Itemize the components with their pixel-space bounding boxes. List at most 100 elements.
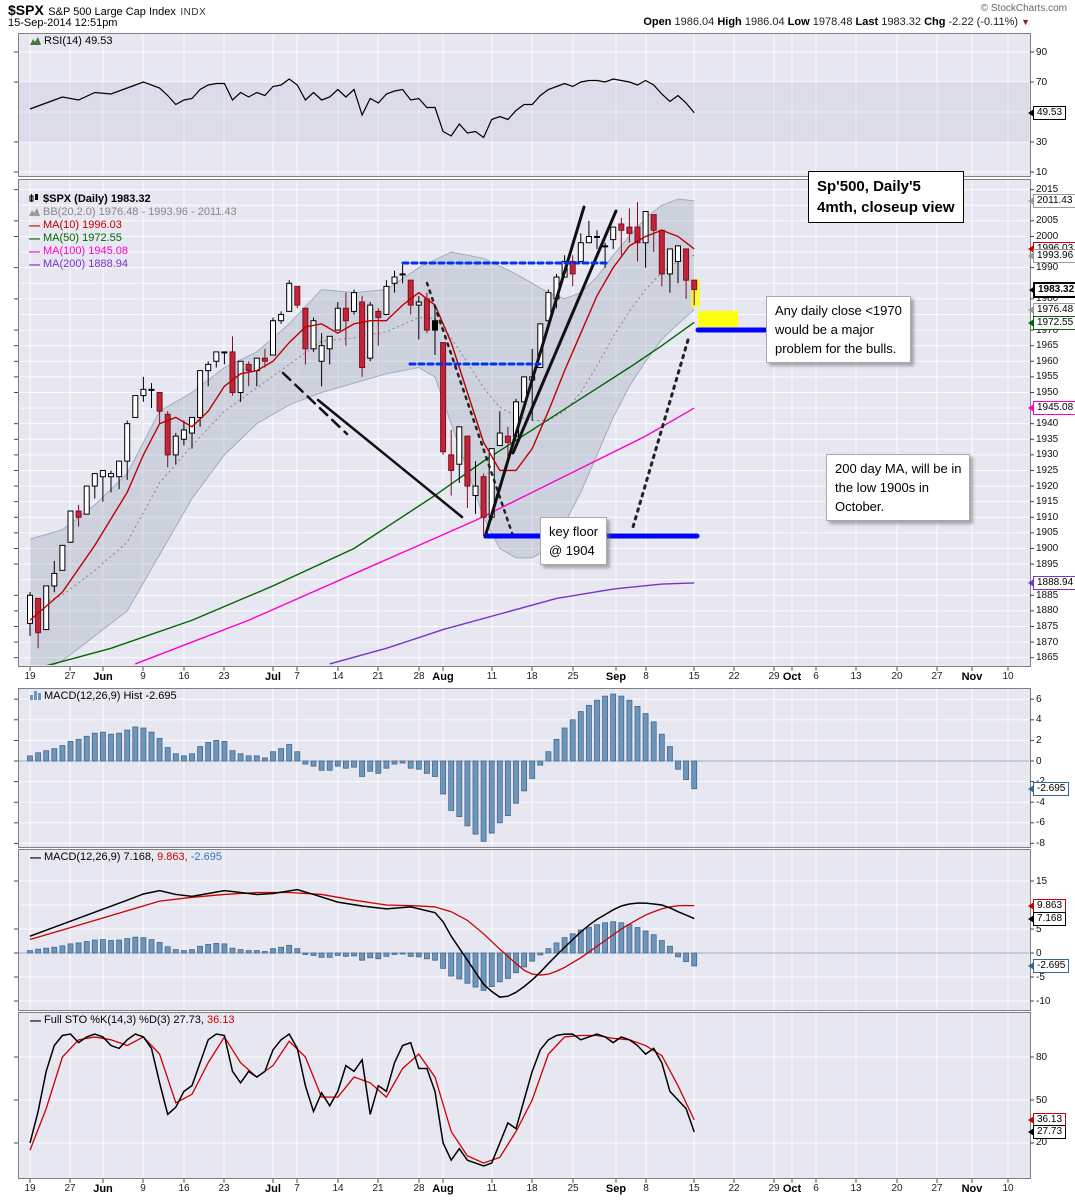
hist-bar [302, 760, 309, 765]
candle [221, 351, 228, 354]
hist-bar-small [391, 952, 398, 955]
hist-bar [683, 760, 689, 780]
hist-bar-small [610, 921, 617, 954]
hist-bar [245, 755, 252, 762]
symbol-name: S&P 500 Large Cap Index [48, 6, 176, 18]
hist-bar [253, 755, 260, 762]
hist-bar [553, 738, 560, 762]
hist-bar [351, 760, 357, 768]
hist-bar-small [423, 952, 430, 960]
candle [213, 351, 220, 362]
hist-bar [383, 760, 390, 769]
hist-bar-small [691, 952, 698, 967]
candle [351, 292, 357, 312]
hist-bar [440, 760, 447, 795]
hist-bar [691, 760, 698, 790]
hist-bar-small [100, 939, 106, 954]
candle [237, 360, 244, 393]
hist-bar [35, 752, 41, 762]
hist-bar-small [286, 944, 293, 954]
hist-bar-small [310, 952, 317, 956]
hist-bar-small [318, 952, 325, 958]
candle [108, 473, 114, 478]
candle [180, 429, 187, 440]
quote-label: Low [787, 16, 813, 28]
hist-bar [415, 760, 422, 770]
candle [67, 510, 74, 543]
hist-bar-small [294, 948, 301, 954]
candle [618, 223, 625, 231]
candle [496, 432, 503, 447]
hist-bar-small [642, 930, 649, 954]
candle [83, 485, 90, 515]
candle [148, 388, 155, 391]
hist-bar-small [221, 943, 228, 954]
hist-bar-small [375, 952, 382, 960]
hist-bar [221, 741, 228, 762]
hist-bar [334, 760, 341, 767]
candle [164, 413, 171, 456]
highlight-last-candle [691, 279, 700, 307]
x-axis-strip-top [0, 667, 1075, 687]
price-series [27, 198, 768, 665]
hist-bar [594, 699, 600, 762]
sto-panel [18, 1012, 1031, 1179]
candle [359, 301, 366, 369]
candle [91, 473, 98, 487]
hist-bar [529, 760, 536, 779]
candle [585, 235, 592, 244]
rsi-series [19, 78, 1029, 142]
hist-bar [172, 753, 179, 762]
hist-bar-small [537, 952, 544, 956]
hist-bar-small [545, 948, 552, 954]
dashed-resistance [281, 371, 349, 436]
quote-value: 1986.04 [674, 16, 718, 28]
macd-series [19, 888, 1029, 998]
candle [75, 510, 82, 518]
hist-bar [521, 760, 527, 792]
hist-bar [602, 695, 608, 762]
hist-bar [577, 711, 584, 762]
hist-bar-small [197, 945, 204, 954]
gridlines-macd [19, 850, 1029, 1009]
hist-bar-small [116, 939, 122, 954]
hist-bar-small [407, 952, 414, 957]
hist-bar-small [229, 947, 236, 954]
hist-bar [27, 755, 33, 762]
candle [399, 273, 406, 276]
candle [642, 211, 649, 244]
candle [464, 435, 471, 487]
hist-bar [148, 731, 155, 762]
hist-bar-small [334, 952, 341, 956]
candle [650, 214, 657, 231]
candle [666, 248, 673, 275]
candle [253, 357, 260, 372]
hist-bar [586, 704, 592, 762]
highlight-1970-zone [698, 311, 738, 327]
candle [626, 226, 633, 234]
candle [391, 276, 398, 284]
hist-bar [650, 721, 657, 762]
hist-bar-small [67, 943, 74, 954]
hist-bar [67, 741, 74, 762]
hist-bar-small [675, 952, 681, 958]
header-title: $SPX S&P 500 Large Cap Index INDX [8, 2, 206, 20]
hist-bar [229, 750, 236, 762]
hist-bar-small [189, 949, 195, 954]
candle [577, 242, 584, 262]
hist-bar-small [658, 940, 665, 954]
candle [407, 279, 414, 306]
chg-dropdown-icon[interactable]: ▼ [1021, 17, 1030, 27]
hist-bar [545, 751, 552, 762]
candle [197, 370, 204, 418]
sto-series [29, 1032, 695, 1167]
hist-bar [51, 748, 58, 762]
channel-right [511, 209, 618, 455]
hist-bar [286, 744, 293, 762]
candle [472, 485, 479, 496]
candle [99, 469, 106, 478]
exchange: INDX [180, 7, 207, 18]
hist-bar [423, 760, 430, 774]
hist-bar [132, 726, 139, 762]
